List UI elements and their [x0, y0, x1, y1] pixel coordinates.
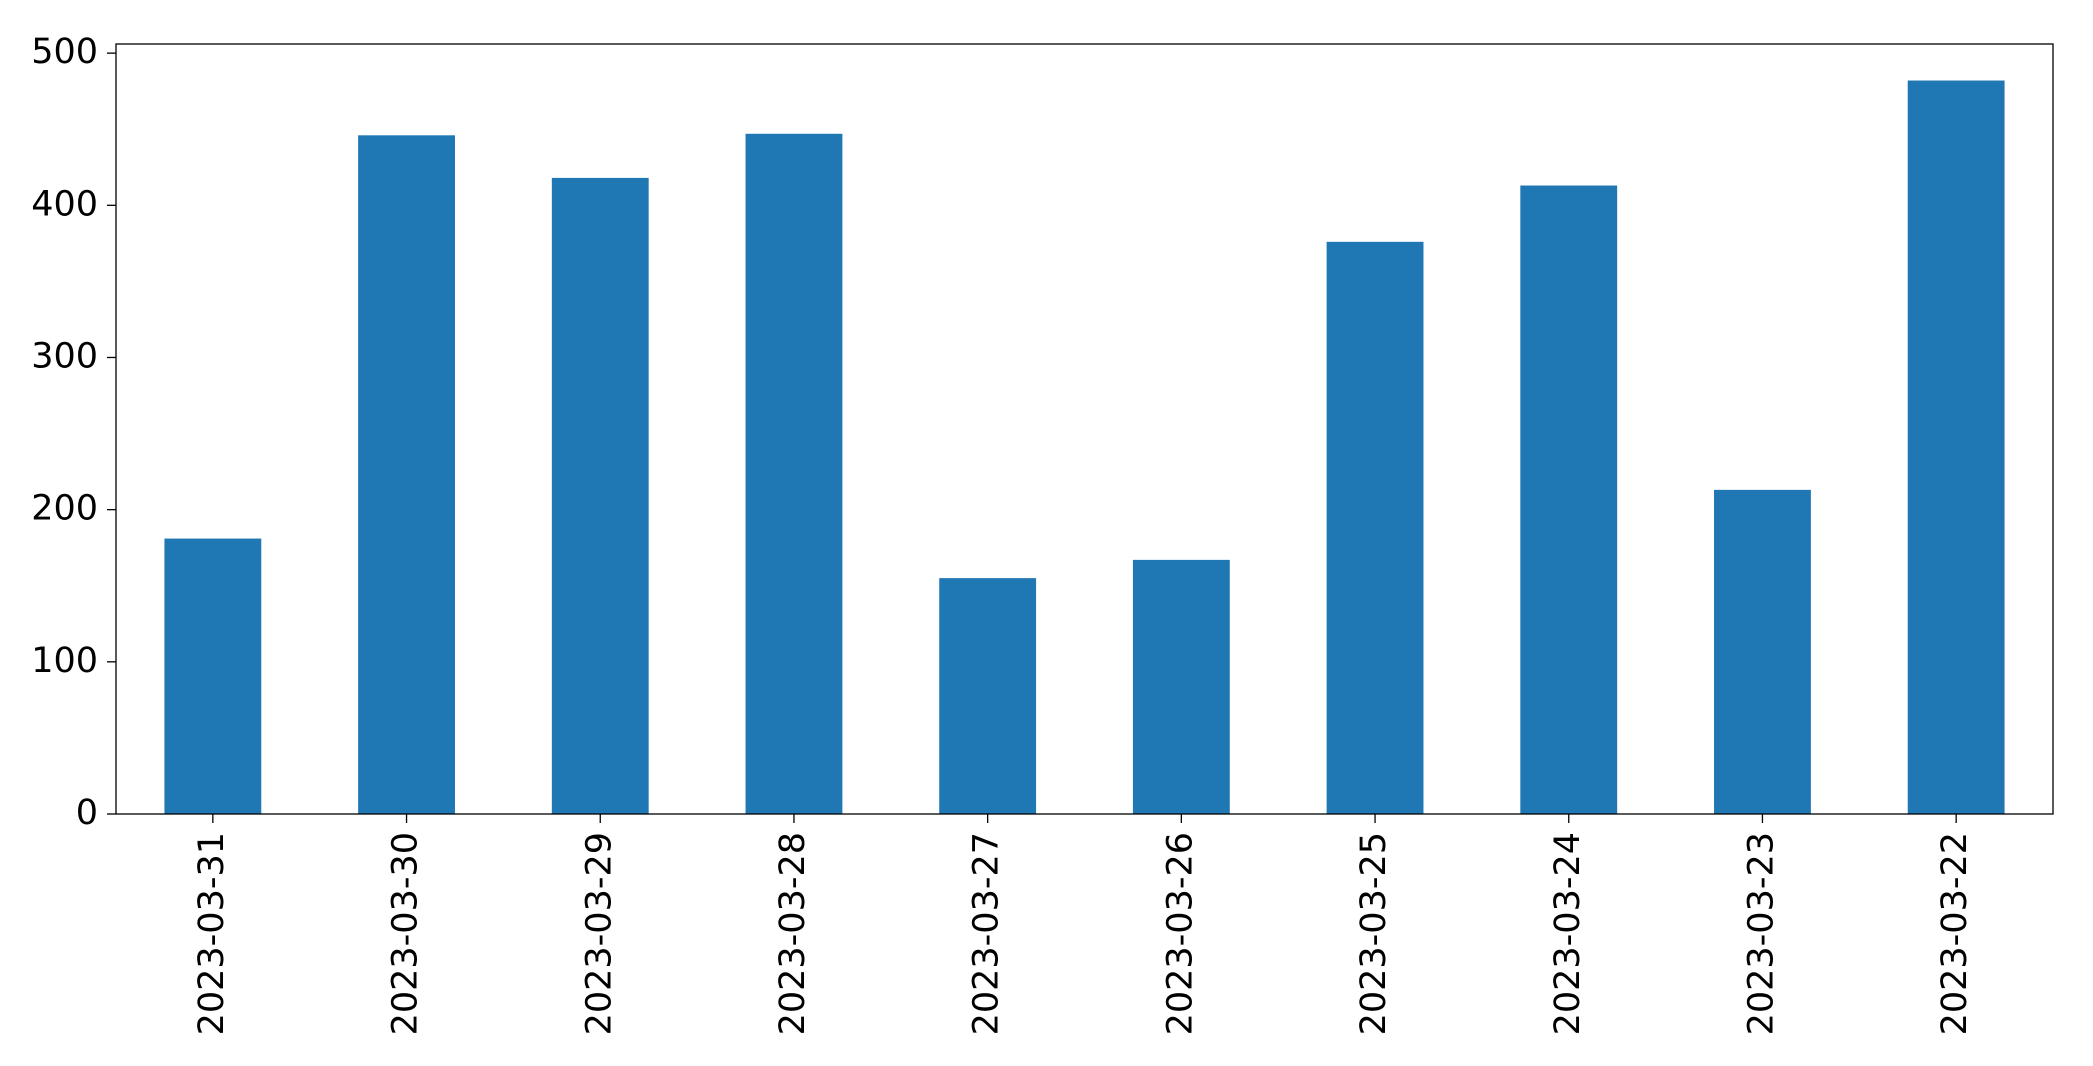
bar [745, 133, 843, 815]
x-tick-label: 2023-03-24 [1548, 832, 1588, 1035]
plot-frame [115, 43, 2054, 815]
y-tick-label: 300 [31, 336, 98, 376]
bar [164, 538, 262, 814]
x-tick-label: 2023-03-22 [1935, 832, 1975, 1035]
bar [551, 177, 649, 815]
x-tick-label: 2023-03-23 [1741, 832, 1781, 1035]
x-tick-label: 2023-03-26 [1160, 832, 1200, 1035]
y-tick-label: 200 [31, 489, 98, 529]
y-tick-label: 100 [31, 641, 98, 681]
bar [1714, 489, 1811, 814]
bar [1132, 559, 1230, 814]
bar [1520, 185, 1618, 815]
bar [939, 578, 1037, 814]
y-tick-label: 400 [31, 184, 98, 224]
x-tick-label: 2023-03-28 [773, 832, 813, 1035]
x-tick-label: 2023-03-31 [192, 832, 232, 1035]
bar [1326, 241, 1424, 815]
bar [358, 135, 455, 815]
x-tick-label: 2023-03-30 [386, 832, 426, 1035]
x-tick-label: 2023-03-25 [1354, 832, 1394, 1035]
x-tick-label: 2023-03-29 [579, 832, 619, 1035]
bar [1907, 80, 2005, 815]
y-tick-label: 0 [76, 793, 98, 833]
y-tick-label: 500 [31, 32, 98, 72]
x-tick-label: 2023-03-27 [967, 832, 1007, 1035]
